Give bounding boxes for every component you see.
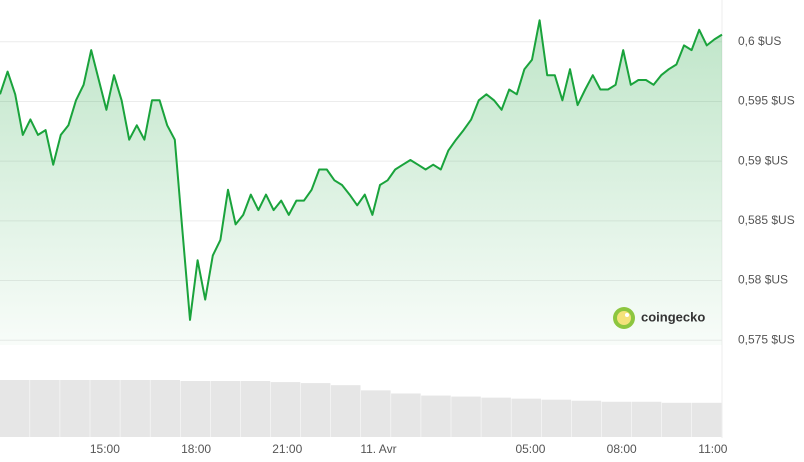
volume-bar: [391, 393, 421, 437]
x-tick-label: 05:00: [515, 442, 545, 456]
volume-bar: [60, 380, 90, 437]
watermark: coingecko: [641, 309, 705, 324]
volume-bar: [631, 401, 662, 437]
volume-bar: [270, 382, 301, 437]
volume-bar: [691, 402, 722, 437]
y-tick-label: 0,585 $US: [738, 213, 795, 227]
logo: coingecko: [613, 307, 705, 329]
x-tick-label: 15:00: [90, 442, 120, 456]
y-tick-label: 0,58 $US: [738, 273, 788, 287]
volume-bar: [451, 396, 481, 437]
y-tick-label: 0,59 $US: [738, 153, 788, 167]
volume-bar: [511, 398, 541, 437]
volume-bar: [541, 399, 572, 437]
x-tick-label: 08:00: [607, 442, 637, 456]
volume-bar: [90, 380, 120, 437]
x-tick-label: 18:00: [181, 442, 211, 456]
volume-bar: [571, 400, 602, 437]
volume-bar: [120, 380, 150, 437]
volume-bar: [421, 395, 451, 437]
volume-bar: [30, 380, 60, 437]
x-tick-label: 21:00: [272, 442, 302, 456]
x-tick-label: 11. Avr: [360, 442, 396, 456]
y-tick-label: 0,6 $US: [738, 34, 781, 48]
volume-bar: [481, 397, 511, 437]
volume-bar: [180, 381, 211, 437]
y-tick-label: 0,595 $US: [738, 94, 795, 108]
volume-bar: [601, 401, 632, 437]
volume-bar: [330, 385, 361, 437]
volume-bar: [0, 380, 30, 437]
volume-bar: [661, 402, 692, 437]
volume-bar: [210, 381, 241, 437]
volume-bar: [150, 380, 180, 437]
volume-bar: [240, 381, 271, 437]
volume-bar: [361, 390, 391, 437]
price-line: [0, 19, 723, 321]
x-tick-label: 11:00: [698, 442, 727, 456]
volume-bar: [300, 383, 331, 437]
y-tick-label: 0,575 $US: [738, 332, 795, 346]
area: [0, 20, 722, 346]
